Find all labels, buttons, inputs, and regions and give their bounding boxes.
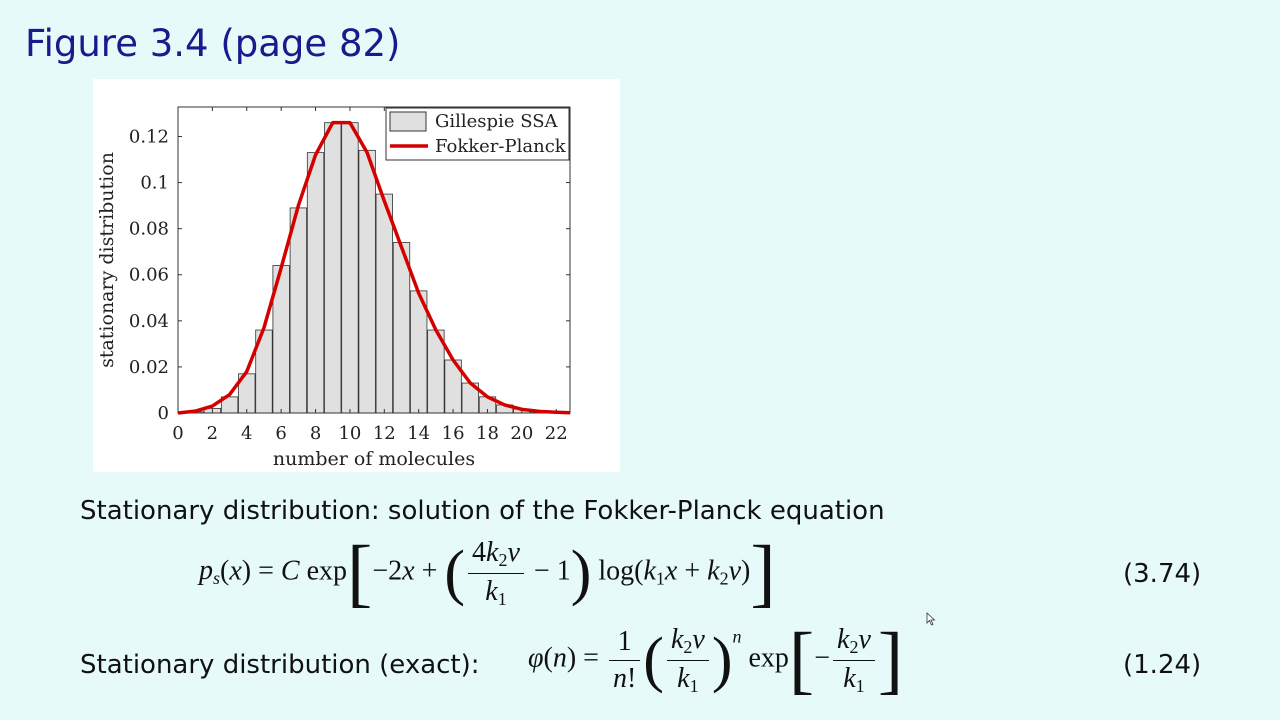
equation-number-2: (1.24) (1123, 650, 1202, 680)
y-tick-label: 0.04 (129, 311, 169, 332)
x-tick-label: 4 (241, 423, 252, 444)
bar-8 (306, 152, 325, 414)
y-tick-label: 0.06 (129, 265, 169, 286)
legend-swatch-ssa (389, 111, 427, 132)
x-tick-label: 8 (310, 423, 321, 444)
y-tick-label: 0.12 (129, 126, 169, 147)
x-tick-label: 22 (545, 423, 568, 444)
mouse-cursor-icon (926, 612, 936, 626)
x-tick-label: 16 (442, 423, 465, 444)
fokker-planck-line (177, 120, 571, 415)
bar-7 (289, 207, 308, 414)
equation-number-1: (3.74) (1123, 559, 1202, 589)
figure-panel: 0 2 4 6 8 10 12 14 16 18 20 22 0 0.02 0.04 0.06 0.08 0.1 0… (93, 79, 620, 472)
x-tick-label: 14 (407, 423, 430, 444)
legend: Gillespie SSA Fokker-Planck (385, 107, 570, 161)
y-tick-label: 0.1 (140, 173, 169, 194)
x-tick-label: 10 (338, 423, 361, 444)
text-line-2: Stationary distribution (exact): (80, 650, 480, 680)
x-tick-label: 12 (373, 423, 396, 444)
bar-10 (341, 122, 359, 414)
y-tick-label: 0.02 (129, 357, 169, 378)
plot-frame (177, 106, 571, 414)
bar-13 (392, 242, 411, 414)
x-tick-label: 2 (207, 423, 218, 444)
bar-12 (375, 193, 393, 414)
x-axis-label: number of molecules (273, 448, 475, 470)
histogram-chart: 0 2 4 6 8 10 12 14 16 18 20 22 0 0.02 0.04 0.06 0.08 0.1 0… (96, 106, 571, 470)
text-line-1: Stationary distribution: solution of the… (80, 496, 885, 526)
y-tick-label: 0.08 (129, 219, 169, 240)
x-tick-label: 20 (510, 423, 533, 444)
legend-label-ssa: Gillespie SSA (435, 111, 559, 132)
x-tick-label: 6 (275, 423, 286, 444)
x-tick-label: 0 (172, 423, 183, 444)
equation-exact: φ(n) = 1 n!(k2ν k1)n exp[− k2ν k1] (528, 618, 904, 702)
y-tick-label: 0 (158, 403, 169, 424)
x-tick-label: 18 (476, 423, 499, 444)
bar-9 (324, 122, 342, 414)
slide-title: Figure 3.4 (page 82) (25, 22, 401, 65)
equation-fokker-planck: ps(x) = C exp[−2x + (4k2ν k1 − 1) log(k1x… (199, 531, 776, 615)
y-axis-label: stationary distribution (96, 152, 118, 368)
bar-11 (358, 149, 376, 414)
legend-label-fp: Fokker-Planck (435, 136, 567, 157)
